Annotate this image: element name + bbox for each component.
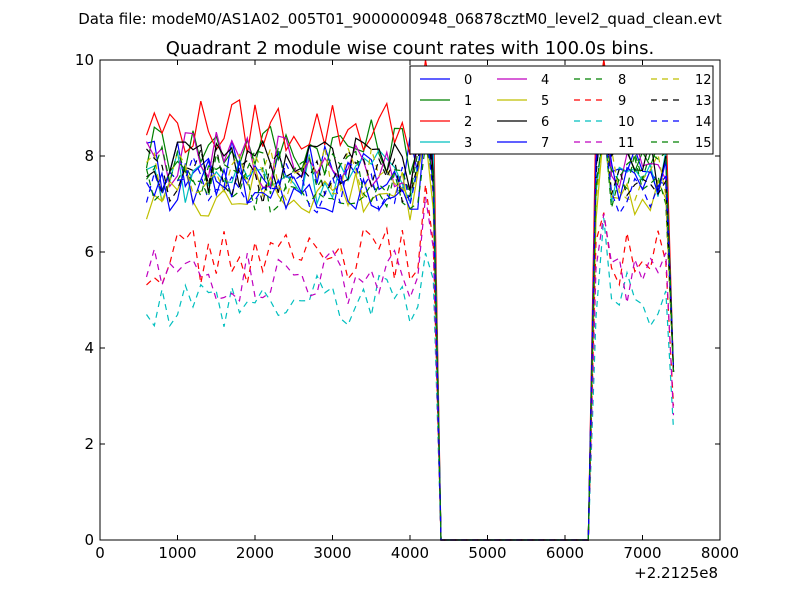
series-line-14: [145, 123, 675, 541]
y-tick-label: 10: [75, 51, 94, 69]
legend-label-15: 15: [695, 136, 712, 151]
legend-box: [409, 65, 714, 155]
x-tick-label: 2000: [236, 544, 274, 562]
legend-label-2: 2: [464, 115, 472, 130]
y-tick-label: 0: [84, 531, 94, 549]
x-offset-label: +2.2125e8: [634, 564, 718, 582]
x-tick-label: 4000: [391, 544, 429, 562]
series-line-10: [146, 217, 675, 541]
x-tick-label: 8000: [701, 544, 739, 562]
legend-label-6: 6: [541, 115, 549, 130]
legend-label-3: 3: [464, 136, 472, 151]
y-tick-label: 6: [84, 243, 94, 261]
y-tick-label: 4: [84, 339, 94, 357]
x-tick-label: 0: [95, 544, 105, 562]
legend-label-8: 8: [618, 73, 626, 88]
series-line-15: [146, 134, 675, 541]
legend-label-10: 10: [618, 115, 635, 130]
y-tick-label: 8: [84, 147, 94, 165]
legend-label-9: 9: [618, 94, 626, 109]
chart-title: Quadrant 2 module wise count rates with …: [166, 38, 655, 59]
series-line-9: [146, 184, 675, 541]
legend-label-13: 13: [695, 94, 712, 109]
legend-label-0: 0: [464, 73, 472, 88]
x-tick-label: 1000: [158, 544, 196, 562]
y-tick-label: 2: [84, 435, 94, 453]
x-tick-label: 3000: [313, 544, 351, 562]
legend-label-14: 14: [695, 115, 712, 130]
legend-label-4: 4: [541, 73, 549, 88]
legend-label-7: 7: [541, 136, 549, 151]
series-line-12: [146, 121, 675, 541]
figure-suptitle: Data file: modeM0/AS1A02_005T01_90000009…: [78, 10, 722, 29]
legend-label-5: 5: [541, 94, 549, 109]
x-tick-label: 6000: [546, 544, 584, 562]
plot-area: [145, 59, 675, 541]
x-tick-label: 7000: [623, 544, 661, 562]
legend-label-11: 11: [618, 136, 635, 151]
x-tick-label: 5000: [468, 544, 506, 562]
series-line-11: [145, 196, 675, 541]
legend-label-12: 12: [695, 73, 712, 88]
legend-label-1: 1: [464, 94, 472, 109]
